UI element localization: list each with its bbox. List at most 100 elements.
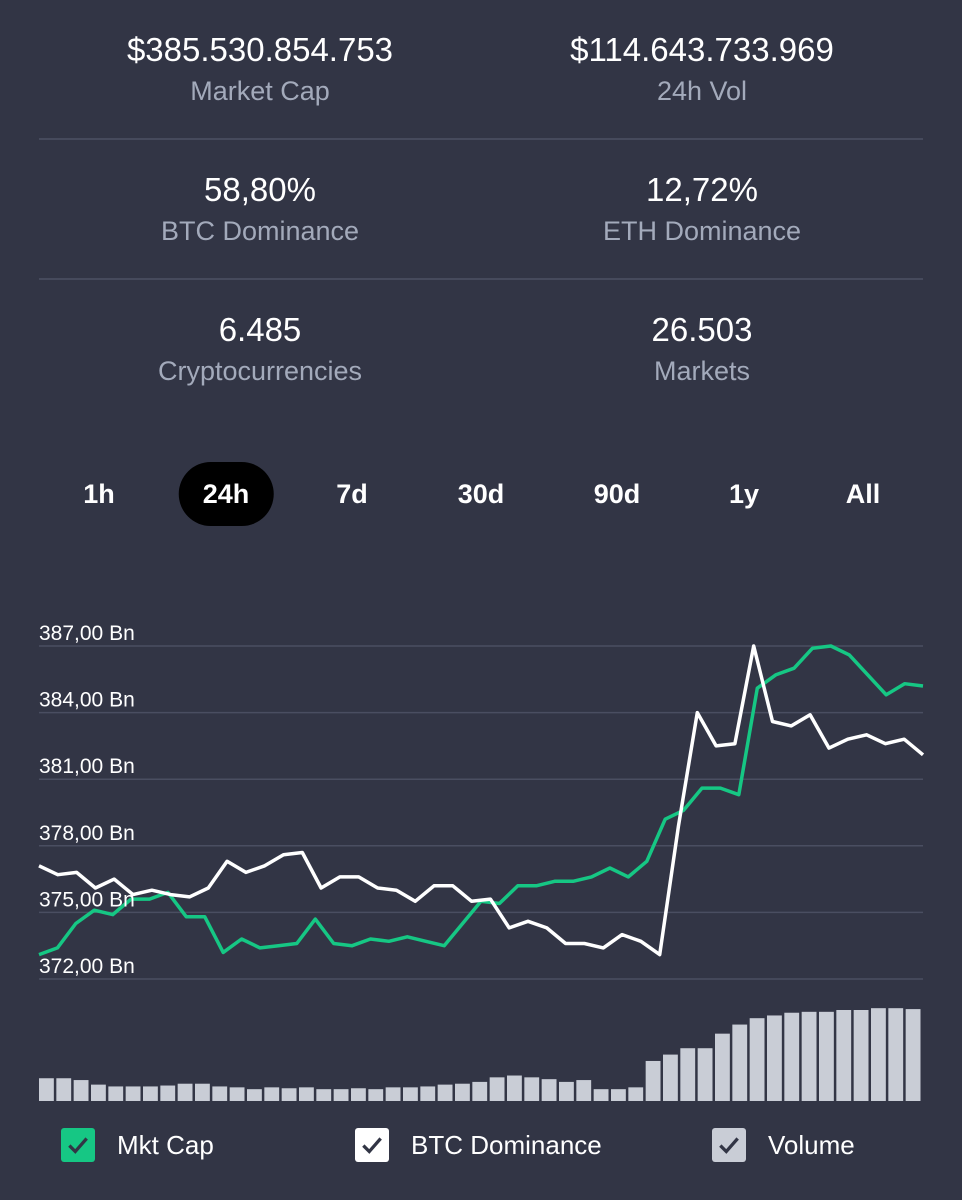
volume-bar (507, 1075, 522, 1101)
market-cap-value: $385.530.854.753 (126, 31, 394, 68)
volume-bar (368, 1089, 384, 1101)
volume-bar (472, 1081, 488, 1101)
legend-volume[interactable]: Volume (712, 1120, 855, 1170)
volume-checkbox[interactable] (712, 1128, 746, 1162)
volume-24h-value: $114.643.733.969 (570, 31, 834, 68)
tab-7d[interactable]: 7d (336, 479, 368, 509)
volume-bar (524, 1077, 540, 1101)
y-tick-label: 375,00 Bn (39, 888, 135, 911)
eth-dominance-value: 12,72% (646, 171, 758, 208)
chart-legend: Mkt Cap BTC Dominance Volume (0, 1120, 962, 1170)
y-tick-label: 381,00 Bn (39, 755, 135, 778)
volume-bar (611, 1089, 626, 1101)
legend-btc-dominance-label: BTC Dominance (411, 1129, 602, 1160)
volume-bar (819, 1011, 834, 1101)
volume-bar (39, 1078, 54, 1101)
tab-1y[interactable]: 1y (728, 479, 760, 509)
volume-24h-label: 24h Vol (656, 76, 748, 106)
volume-bar (333, 1089, 349, 1101)
legend-btc-dominance[interactable]: BTC Dominance (355, 1120, 602, 1170)
volume-bar (385, 1087, 401, 1101)
volume-bar (351, 1088, 366, 1101)
volume-bar (767, 1015, 782, 1101)
volume-bar (853, 1010, 869, 1101)
volume-bar (455, 1083, 470, 1101)
global-stats: $385.530.854.753 Market Cap $114.643.733… (39, 0, 923, 418)
checkmark-icon (68, 1137, 88, 1154)
volume-bar (73, 1080, 89, 1101)
volume-bar (160, 1085, 176, 1101)
volume-bar (437, 1084, 453, 1101)
checkmark-icon (719, 1137, 739, 1154)
legend-mkt-cap-label: Mkt Cap (117, 1129, 214, 1160)
volume-bar (212, 1086, 228, 1101)
volume-bar (905, 1009, 921, 1101)
volume-bar (125, 1086, 141, 1101)
markets-stat: 26.503 Markets (481, 310, 923, 388)
cryptocurrencies-label: Cryptocurrencies (157, 356, 363, 386)
btc-dominance-value: 58,80% (204, 171, 316, 208)
y-tick-label: 387,00 Bn (39, 622, 135, 645)
volume-bar (680, 1048, 696, 1101)
volume-bar (715, 1033, 730, 1101)
tab-1h[interactable]: 1h (83, 479, 115, 509)
volume-bar (645, 1060, 661, 1101)
volume-bar (108, 1086, 124, 1101)
time-range-tabs: 1h 24h 7d 30d 90d 1y All (0, 462, 962, 526)
volume-bar (801, 1011, 817, 1101)
volume-bar (663, 1054, 678, 1101)
y-tick-label: 372,00 Bn (39, 955, 135, 978)
market-cap-chart: 387,00 Bn 384,00 Bn 381,00 Bn 378,00 Bn 375,… (38, 622, 925, 1101)
stats-row-1: $385.530.854.753 Market Cap $114.643.733… (39, 0, 923, 140)
market-cap-stat: $385.530.854.753 Market Cap (39, 30, 481, 108)
volume-bar (871, 1008, 886, 1101)
legend-mkt-cap[interactable]: Mkt Cap (61, 1120, 214, 1170)
market-cap-label: Market Cap (190, 76, 330, 106)
volume-bar (888, 1008, 904, 1101)
markets-label: Markets (653, 356, 751, 386)
btc-dominance-stat: 58,80% BTC Dominance (39, 170, 481, 248)
volume-bar (195, 1083, 210, 1101)
tab-24h[interactable]: 24h (178, 462, 274, 526)
y-tick-label: 384,00 Bn (39, 689, 135, 712)
volume-bar (316, 1089, 332, 1101)
eth-dominance-label: ETH Dominance (602, 216, 802, 246)
volume-bar (229, 1087, 245, 1101)
volume-bar (177, 1083, 193, 1101)
y-tick-label: 378,00 Bn (39, 822, 135, 845)
volume-bar (420, 1086, 436, 1101)
volume-bar (559, 1081, 574, 1101)
volume-bar (489, 1077, 505, 1101)
btc-dominance-checkbox[interactable] (355, 1128, 389, 1162)
volume-bar (143, 1086, 158, 1101)
volume-bar (281, 1088, 297, 1101)
volume-bar (784, 1012, 800, 1101)
cryptocurrencies-value: 6.485 (218, 311, 302, 348)
mkt-cap-line (38, 644, 924, 957)
volume-bar (541, 1079, 557, 1101)
volume-bar (403, 1087, 418, 1101)
legend-volume-label: Volume (768, 1129, 855, 1160)
tab-30d[interactable]: 30d (457, 479, 505, 509)
checkmark-icon (362, 1137, 382, 1154)
stats-row-2: 58,80% BTC Dominance 12,72% ETH Dominanc… (39, 140, 923, 280)
volume-bar (56, 1078, 72, 1101)
volume-bar (576, 1080, 592, 1101)
volume-bar (264, 1087, 280, 1101)
tab-all[interactable]: All (845, 479, 881, 509)
volume-bar (299, 1087, 314, 1101)
volume-bar (91, 1084, 106, 1101)
stats-row-3: 6.485 Cryptocurrencies 26.503 Markets (39, 280, 923, 418)
btc-dominance-label: BTC Dominance (160, 216, 360, 246)
markets-value: 26.503 (651, 311, 753, 348)
mkt-cap-checkbox[interactable] (61, 1128, 95, 1162)
tab-90d[interactable]: 90d (593, 479, 641, 509)
eth-dominance-stat: 12,72% ETH Dominance (481, 170, 923, 248)
volume-bar (628, 1087, 644, 1101)
volume-bar (836, 1010, 852, 1101)
volume-bar (247, 1089, 262, 1101)
volume-bar (697, 1048, 713, 1101)
btc-dominance-line (38, 644, 925, 957)
volume-bar (732, 1024, 748, 1101)
volume-bar (749, 1018, 765, 1101)
